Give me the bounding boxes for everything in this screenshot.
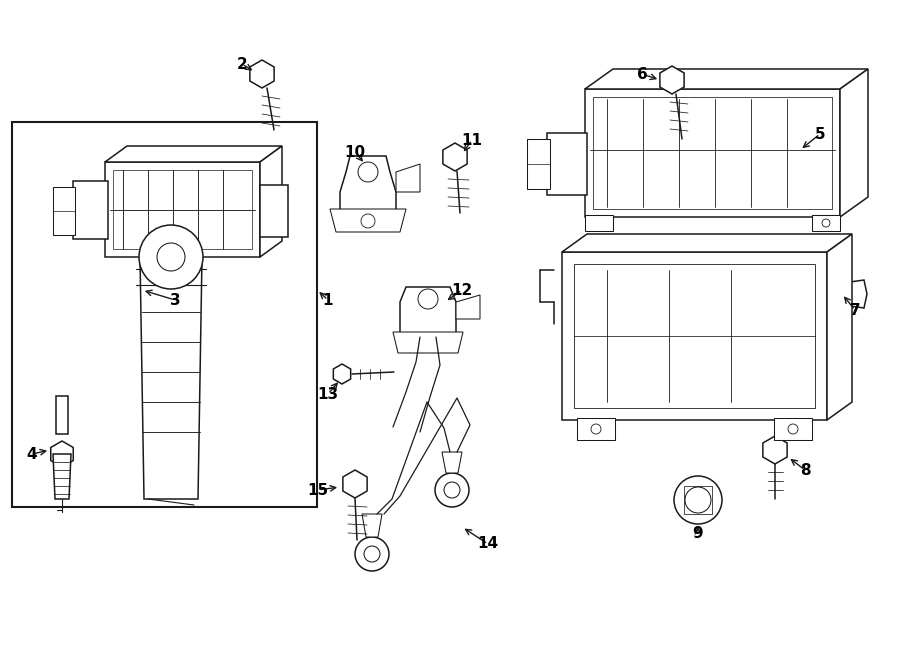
Circle shape (837, 287, 851, 301)
Circle shape (788, 424, 798, 434)
Text: 7: 7 (850, 303, 860, 318)
Bar (105, 162, 260, 257)
Polygon shape (393, 332, 463, 353)
Bar (53, 187, 75, 235)
Text: 3: 3 (170, 293, 180, 308)
Bar (527, 139, 550, 189)
Text: 2: 2 (237, 56, 248, 71)
Bar (73, 181, 108, 239)
Text: 14: 14 (477, 536, 499, 551)
Polygon shape (763, 436, 788, 464)
Polygon shape (827, 234, 852, 420)
Text: 13: 13 (318, 387, 338, 401)
Polygon shape (340, 156, 396, 214)
Polygon shape (330, 209, 406, 232)
Text: 9: 9 (693, 526, 703, 542)
Circle shape (435, 473, 469, 507)
Bar (260, 185, 288, 237)
Bar (12, 122, 317, 507)
Polygon shape (105, 146, 282, 162)
Bar (593, 97, 832, 209)
Text: 6: 6 (636, 66, 647, 81)
Circle shape (358, 162, 378, 182)
Bar (113, 170, 252, 249)
Text: 5: 5 (814, 126, 825, 142)
Circle shape (361, 214, 375, 228)
Text: 15: 15 (308, 483, 328, 498)
Polygon shape (585, 69, 868, 89)
Polygon shape (840, 69, 868, 217)
Circle shape (157, 243, 185, 271)
Text: 10: 10 (345, 144, 365, 160)
Bar (56, 396, 68, 434)
Text: 11: 11 (462, 132, 482, 148)
Polygon shape (260, 146, 282, 257)
Polygon shape (442, 452, 462, 473)
Bar (574, 264, 815, 408)
Circle shape (591, 424, 601, 434)
Circle shape (364, 546, 380, 562)
Polygon shape (443, 143, 467, 171)
Circle shape (444, 482, 460, 498)
Bar (585, 215, 613, 231)
Polygon shape (822, 280, 867, 308)
Bar (547, 133, 587, 195)
Polygon shape (343, 470, 367, 498)
Bar (577, 418, 615, 440)
Circle shape (685, 487, 711, 513)
Bar (812, 215, 840, 231)
Polygon shape (140, 257, 202, 499)
Circle shape (355, 537, 389, 571)
Circle shape (674, 476, 722, 524)
Polygon shape (333, 364, 351, 384)
Text: 8: 8 (800, 463, 810, 477)
Text: 1: 1 (323, 293, 333, 308)
Bar (562, 252, 827, 420)
Polygon shape (250, 60, 274, 88)
Text: 12: 12 (452, 283, 472, 297)
Polygon shape (400, 287, 456, 337)
Bar (774, 418, 812, 440)
Polygon shape (362, 514, 382, 537)
Polygon shape (456, 295, 480, 319)
Polygon shape (50, 441, 73, 467)
Circle shape (822, 219, 830, 227)
Polygon shape (396, 164, 420, 192)
Circle shape (139, 225, 203, 289)
Bar (585, 89, 840, 217)
Polygon shape (660, 66, 684, 94)
Text: 4: 4 (27, 446, 37, 461)
Polygon shape (562, 234, 852, 252)
Bar (684, 486, 712, 514)
Circle shape (418, 289, 438, 309)
Polygon shape (53, 454, 71, 499)
